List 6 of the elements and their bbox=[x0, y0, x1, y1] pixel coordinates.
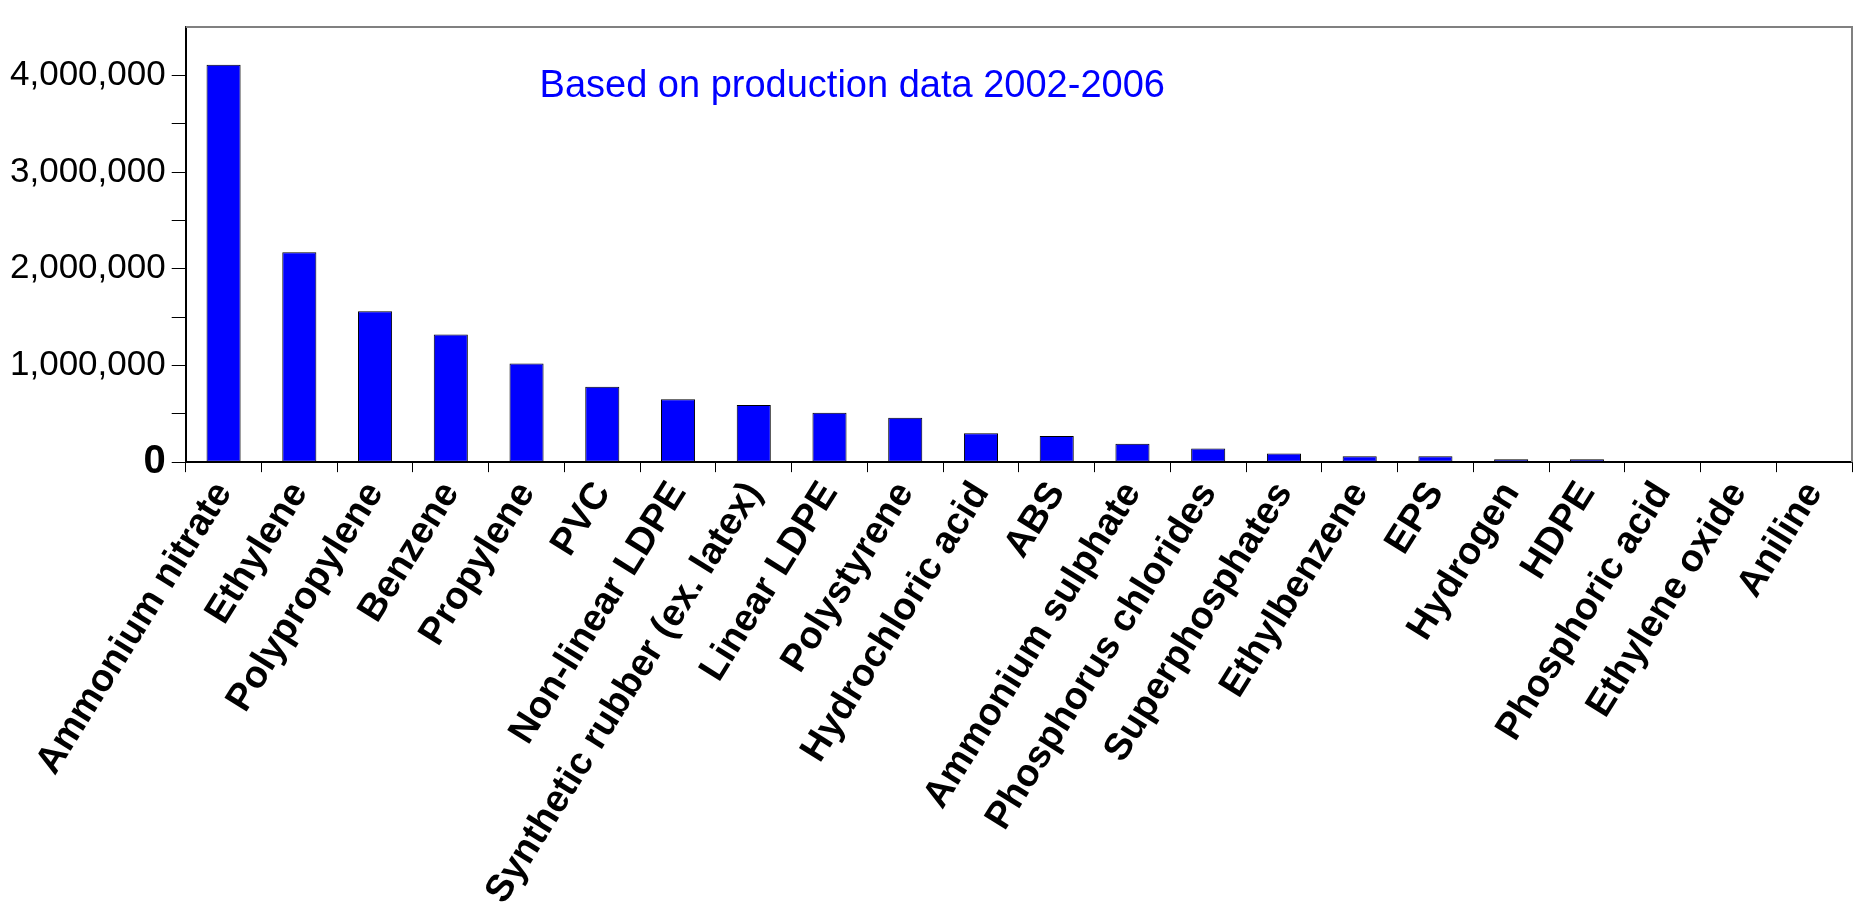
y-tick-label: 4,000,000 bbox=[9, 53, 166, 93]
annotation: Based on production data 2002-2006 bbox=[539, 63, 1165, 106]
y-tick-label: 1,000,000 bbox=[9, 343, 166, 383]
y-tick-label: 2,000,000 bbox=[9, 246, 166, 286]
y-tick-label: 0 bbox=[143, 437, 166, 482]
y-tick-label: 3,000,000 bbox=[9, 149, 166, 189]
